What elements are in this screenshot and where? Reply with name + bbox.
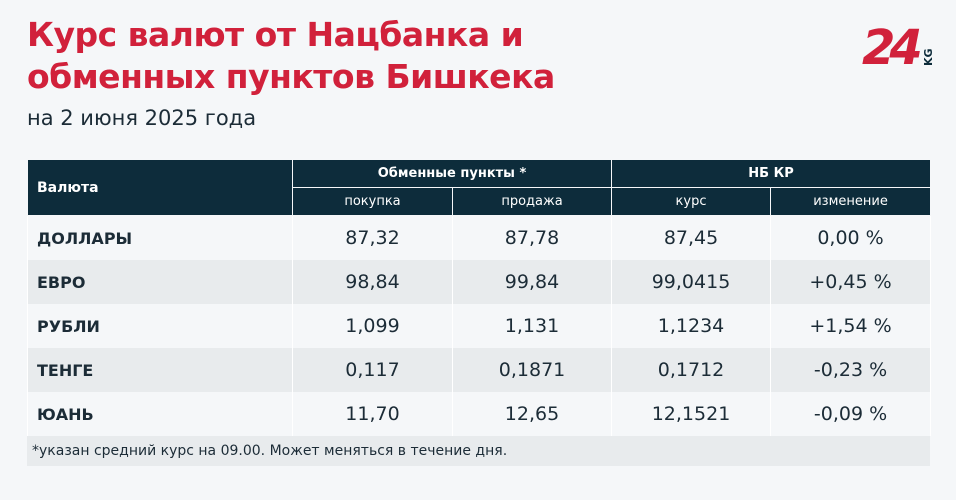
change-value: -0,23 %	[770, 348, 932, 392]
change-value: +0,45 %	[770, 260, 932, 304]
rate-value: 0,1712	[611, 348, 772, 392]
title-line-2: обменных пунктов Бишкека	[27, 57, 555, 96]
table-row: ЕВРО 98,84 99,84 99,0415 +0,45 %	[27, 260, 932, 304]
24kg-logo: 24 KG	[862, 20, 935, 68]
svg-text:KG: KG	[922, 48, 935, 66]
change-value: 0,00 %	[770, 215, 932, 260]
title-line-1: Курс валют от Нацбанка и	[27, 15, 524, 54]
subtitle-date: на 2 июня 2025 года	[27, 106, 257, 130]
buy-value: 0,117	[292, 348, 453, 392]
header-rate: курс	[611, 187, 772, 216]
rate-value: 1,1234	[611, 304, 772, 348]
header-change: изменение	[770, 187, 932, 216]
sell-value: 99,84	[451, 260, 613, 304]
footnote: *указан средний курс на 09.00. Может мен…	[27, 436, 930, 466]
sell-value: 87,78	[451, 215, 613, 260]
change-value: -0,09 %	[770, 392, 932, 436]
header-sell: продажа	[451, 187, 613, 216]
table-row: ТЕНГЕ 0,117 0,1871 0,1712 -0,23 %	[27, 348, 932, 392]
sell-value: 0,1871	[451, 348, 613, 392]
currency-name: ДОЛЛАРЫ	[27, 215, 293, 260]
currency-name: ТЕНГЕ	[27, 348, 293, 392]
buy-value: 1,099	[292, 304, 453, 348]
sell-value: 12,65	[451, 392, 613, 436]
currency-name: ЮАНЬ	[27, 392, 293, 436]
currency-name: РУБЛИ	[27, 304, 293, 348]
table-row: ЮАНЬ 11,70 12,65 12,1521 -0,09 %	[27, 392, 932, 436]
sell-value: 1,131	[451, 304, 613, 348]
svg-text:24: 24	[862, 20, 920, 68]
rate-value: 12,1521	[611, 392, 772, 436]
buy-value: 11,70	[292, 392, 453, 436]
buy-value: 98,84	[292, 260, 453, 304]
rate-value: 99,0415	[611, 260, 772, 304]
table-row: ДОЛЛАРЫ 87,32 87,78 87,45 0,00 %	[27, 215, 932, 260]
header-currency: Валюта	[27, 159, 293, 216]
currency-table: Валюта Обменные пункты * НБ КР покупка п…	[27, 159, 932, 436]
rate-value: 87,45	[611, 215, 772, 260]
currency-name: ЕВРО	[27, 260, 293, 304]
header-exchange-points: Обменные пункты *	[291, 159, 613, 188]
header-buy: покупка	[292, 187, 453, 216]
buy-value: 87,32	[292, 215, 453, 260]
page-title: Курс валют от Нацбанка и обменных пункто…	[27, 14, 555, 98]
change-value: +1,54 %	[770, 304, 932, 348]
table-row: РУБЛИ 1,099 1,131 1,1234 +1,54 %	[27, 304, 932, 348]
header-nbkr: НБ КР	[611, 159, 932, 188]
